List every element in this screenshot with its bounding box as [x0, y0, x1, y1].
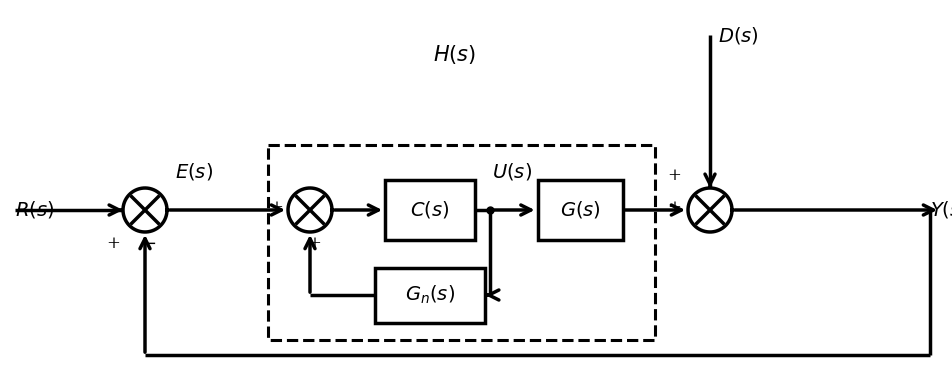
- Bar: [268, 145, 655, 340]
- Text: $Y(s)$: $Y(s)$: [930, 200, 952, 221]
- Text: +: +: [667, 199, 681, 216]
- Text: +: +: [307, 235, 321, 253]
- Bar: [385, 180, 475, 240]
- Text: $U(s)$: $U(s)$: [492, 161, 532, 182]
- Text: +: +: [106, 235, 120, 253]
- Text: $D(s)$: $D(s)$: [718, 25, 759, 46]
- Text: −: −: [142, 235, 156, 253]
- Text: +: +: [269, 199, 283, 216]
- Text: $R(s)$: $R(s)$: [15, 200, 54, 221]
- Text: $H(s)$: $H(s)$: [433, 43, 477, 67]
- Text: $C(s)$: $C(s)$: [410, 200, 449, 221]
- Text: $G_n(s)$: $G_n(s)$: [405, 284, 455, 306]
- Text: $G(s)$: $G(s)$: [560, 200, 601, 221]
- Text: +: +: [667, 168, 681, 184]
- Bar: [538, 180, 623, 240]
- Bar: [375, 267, 485, 322]
- Text: $E(s)$: $E(s)$: [175, 161, 213, 182]
